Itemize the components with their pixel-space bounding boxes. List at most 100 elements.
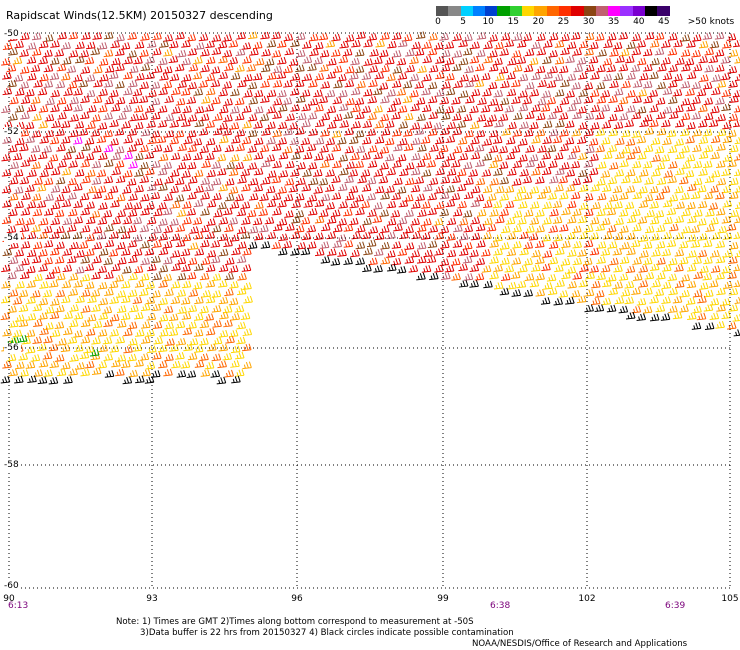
wind-barb [397,72,408,80]
wind-barb [115,48,125,56]
wind-barb [727,65,738,74]
wind-barb [391,80,402,88]
wind-barb [392,32,402,41]
wind-barb [98,152,108,161]
colorbar-label: 30 [582,17,595,27]
wind-barb [727,271,737,280]
wind-barb [620,288,631,297]
wind-barb [445,199,456,208]
wind-barb [170,296,181,305]
lon-label-105: 105 [721,594,739,604]
wind-barb [240,312,251,320]
wind-barb [678,256,689,265]
wind-barb [584,288,595,297]
wind-barb [229,122,240,130]
wind-barb [618,96,629,105]
wind-barb [223,98,233,106]
wind-barb [674,231,685,240]
wind-barb [415,97,426,105]
wind-barb [157,167,168,176]
wind-barb [456,183,467,192]
wind-barb [132,216,143,225]
wind-barb [398,199,409,208]
wind-barb [50,231,60,240]
wind-barb [260,31,270,40]
wind-barb [109,345,120,353]
wind-barb [234,304,245,313]
wind-barb [547,287,558,296]
wind-barb [140,128,151,137]
wind-barb [561,271,571,280]
wind-barb [284,47,295,56]
wind-barb [710,151,720,160]
wind-barb [37,343,47,352]
wind-barb [73,136,83,145]
wind-barb [122,376,133,385]
wind-barb [158,183,168,192]
wind-barb [325,39,336,48]
wind-barb [50,104,60,113]
wind-barb [18,289,29,298]
wind-barb [354,160,365,169]
wind-barb [127,289,138,298]
wind-barb [674,215,685,224]
wind-barb [427,240,438,249]
wind-barb [559,129,569,137]
wind-barb [168,328,179,337]
wind-barb [565,184,576,192]
wind-barb [12,329,23,338]
wind-barb [596,272,606,281]
wind-barb [158,329,169,337]
wind-barb [343,224,354,232]
wind-barb [90,352,101,361]
wind-barb [48,343,59,352]
wind-barb [475,177,486,186]
wind-barb [506,232,517,240]
wind-barb [512,210,523,218]
wind-barb [607,176,618,185]
wind-barb [698,104,708,113]
wind-barb [469,55,480,64]
wind-barb [164,321,174,330]
wind-barb [674,105,684,113]
wind-barb [344,175,354,184]
wind-barb [735,201,740,210]
wind-barb [601,121,612,129]
colorbar-swatch [534,6,547,16]
wind-barb [559,97,570,106]
wind-barb [68,319,79,328]
wind-barb [560,258,571,266]
wind-barb [692,128,702,137]
wind-barb [687,312,697,320]
wind-barb [159,72,169,81]
wind-barb [127,128,137,137]
wind-barb [661,281,672,290]
wind-barb [355,207,365,216]
wind-barb [0,312,11,321]
wind-barb [192,71,203,80]
wind-barb [662,72,673,81]
wind-barb [266,72,277,81]
wind-barb [277,121,288,130]
wind-barb [583,82,594,90]
wind-barb [218,71,228,80]
wind-barb [218,329,229,338]
wind-barb [9,161,19,170]
wind-barb [163,256,173,265]
wind-barb [97,122,108,130]
wind-barb [349,217,359,226]
wind-barb [589,247,600,256]
wind-barb [175,352,185,360]
wind-barb [139,49,149,58]
wind-barb [300,216,311,225]
wind-barb [163,48,173,57]
wind-barb [692,144,702,153]
wind-barb [435,71,445,80]
wind-barb [721,168,731,177]
wind-barb [285,223,295,232]
wind-barb [33,369,43,377]
wind-barb [391,128,402,137]
wind-barb [117,257,127,265]
wind-barb [649,201,659,209]
wind-barb [723,281,733,290]
